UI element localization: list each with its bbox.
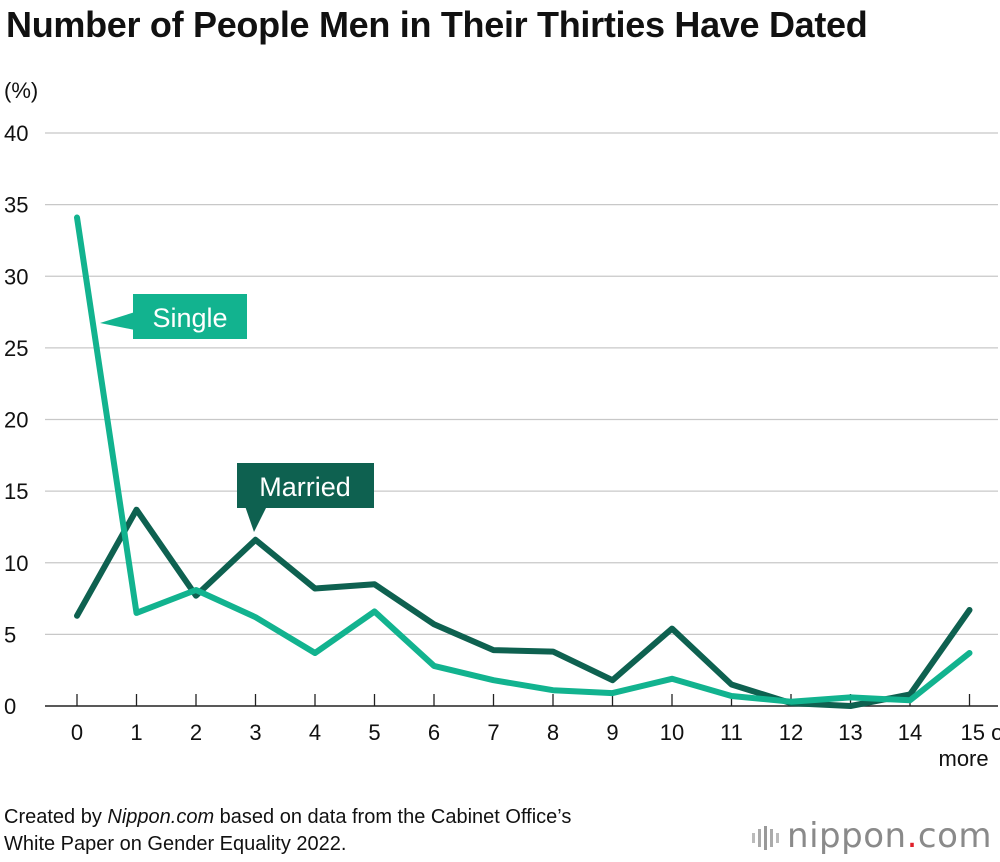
x-tick-label: 6: [428, 720, 440, 745]
series-callouts: Single Married: [100, 294, 374, 532]
x-tick-label: 8: [547, 720, 559, 745]
y-tick-label: 15: [4, 479, 28, 504]
x-tick-label: 14: [898, 720, 922, 745]
x-tick-label: 12: [779, 720, 803, 745]
logo-tld: com: [917, 816, 992, 856]
y-tick-label: 30: [4, 264, 28, 289]
married-callout-pointer: [245, 506, 267, 532]
series-lines: [74, 214, 973, 709]
x-tick-label: 7: [487, 720, 499, 745]
x-tick-label: 9: [606, 720, 618, 745]
y-tick-label: 20: [4, 408, 28, 433]
nippon-logo: nippon.com: [751, 816, 992, 856]
source-line-2: White Paper on Gender Equality 2022.: [4, 833, 347, 855]
x-tick-label: 0: [71, 720, 83, 745]
single-callout-label: Single: [152, 303, 227, 333]
source-prefix: Created by: [4, 806, 108, 828]
y-tick-labels: 0 5 10 15 20 25 30 35 40: [4, 121, 28, 719]
source-suffix: based on data from the Cabinet Office’s: [214, 806, 572, 828]
grid-lines: [45, 132, 998, 707]
x-tick-label: 10: [660, 720, 684, 745]
chart-title: Number of People Men in Their Thirties H…: [6, 4, 868, 45]
y-axis-unit-label: (%): [4, 78, 39, 103]
y-tick-label: 25: [4, 336, 28, 361]
source-note: Created by Nippon.com based on data from…: [4, 804, 571, 858]
y-tick-label: 0: [4, 694, 16, 719]
x-tick-label: 15 or: [961, 720, 1000, 745]
series-line-single: [74, 214, 973, 705]
x-tick-label: 1: [130, 720, 142, 745]
logo-bars-icon: [752, 825, 780, 850]
x-tick-label: 3: [249, 720, 261, 745]
x-tick-label: more: [939, 746, 989, 771]
single-callout-box: [133, 294, 247, 339]
y-tick-label: 10: [4, 551, 28, 576]
x-tick-label: 13: [838, 720, 862, 745]
y-tick-label: 35: [4, 193, 28, 218]
x-tick-label: 4: [309, 720, 321, 745]
married-callout-label: Married: [259, 472, 351, 502]
y-tick-label: 40: [4, 121, 28, 146]
single-callout-pointer: [100, 312, 135, 330]
married-callout-box: [237, 463, 374, 508]
source-brand: Nippon.com: [107, 806, 215, 828]
logo-dot: .: [906, 816, 918, 856]
x-tick-label: 2: [190, 720, 202, 745]
x-tick-label: 5: [368, 720, 380, 745]
series-line-married: [74, 506, 973, 709]
x-tick-label: 11: [720, 720, 743, 745]
y-tick-label: 5: [4, 622, 16, 647]
logo-main: nippon: [787, 816, 907, 856]
